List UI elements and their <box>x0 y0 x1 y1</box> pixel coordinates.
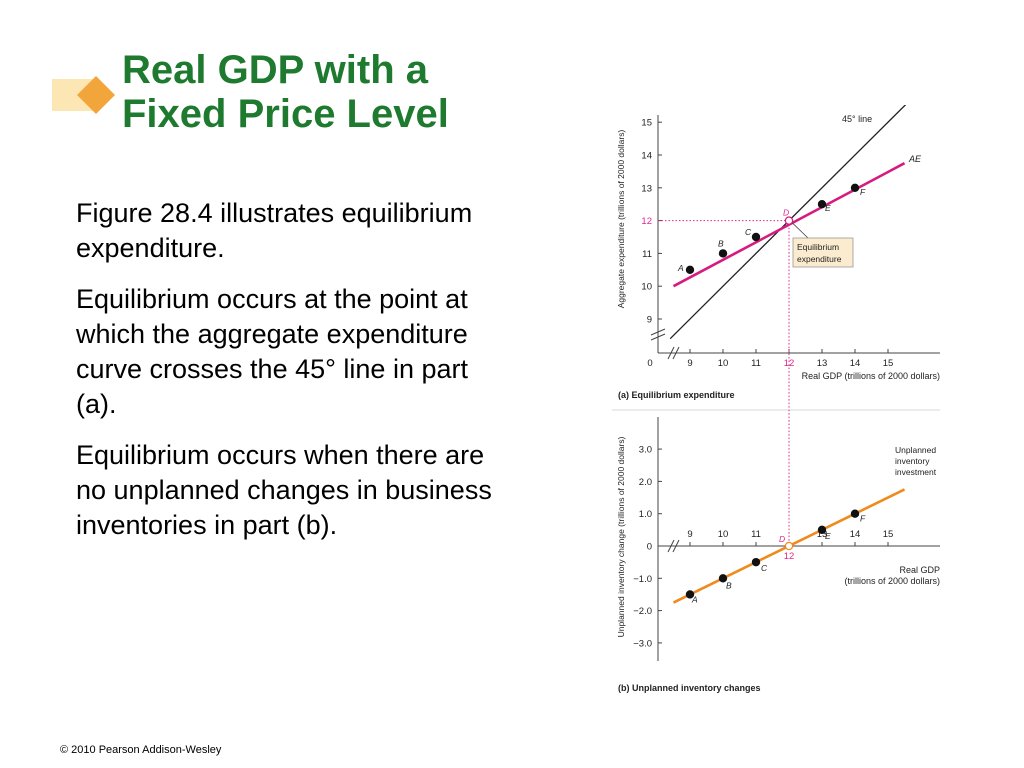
b-x-axis-break <box>667 539 680 553</box>
a-point-label-f: F <box>860 187 866 197</box>
a-x-tick-label: 11 <box>751 358 761 369</box>
b-y-tick-label: 0 <box>647 542 652 553</box>
paragraph-3: Equilibrium occurs when there are no unp… <box>76 440 492 540</box>
b-x-axis-title-line-1: Real GDP <box>899 565 940 575</box>
a-x-axis-title: Real GDP (trillions of 2000 dollars) <box>802 371 940 381</box>
b-x-tick-label: 14 <box>850 529 861 540</box>
b-point-label-c: C <box>761 563 768 573</box>
b-x-tick-label: 10 <box>718 529 729 540</box>
b-y-tick-label: −2.0 <box>633 606 652 617</box>
a-y-tick-label: 15 <box>641 118 652 129</box>
a-y-tick-label: 9 <box>647 315 652 326</box>
b-y-tick-label: −3.0 <box>633 638 652 649</box>
decorative-diamond <box>52 76 115 114</box>
a-point-b <box>718 249 728 258</box>
a-point-d <box>784 216 794 225</box>
line-45-label: 45° line <box>842 114 872 124</box>
a-equilibrium-y-label: 12 <box>641 216 652 227</box>
callout-leader <box>791 222 809 239</box>
paragraph-1: Figure 28.4 illustrates equilibrium expe… <box>76 198 473 263</box>
b-x-tick-label: 11 <box>751 529 761 540</box>
line-45-degree <box>669 105 907 340</box>
copyright-footer: © 2010 Pearson Addison-Wesley <box>60 744 222 756</box>
a-x-tick-label: 13 <box>817 358 828 369</box>
slide-title: Real GDP with a Fixed Price Level <box>122 48 449 136</box>
b-point-f <box>850 509 860 518</box>
a-point-a <box>685 265 695 274</box>
a-point-label-c: C <box>745 227 752 237</box>
a-point-label-d: D <box>783 208 789 218</box>
b-point-label-e: E <box>825 531 831 541</box>
a-y-tick-label: 13 <box>641 183 652 194</box>
a-x-tick-label: 10 <box>718 358 729 369</box>
callout-text-line-2: expenditure <box>797 254 842 264</box>
b-x-tick-label: 13 <box>817 529 828 540</box>
b-y-tick-label: 1.0 <box>639 509 652 520</box>
figure-28-4: 9 10 11 13 14 15 9 10 11 12 13 14 15 0 Real GDP (trill… <box>610 105 950 705</box>
b-point-b <box>718 574 728 583</box>
b-y-tick-label: 3.0 <box>639 445 652 456</box>
a-x-tick-label: 15 <box>883 358 894 369</box>
b-point-label-f: F <box>860 514 866 524</box>
a-x-tick-label: 14 <box>850 358 861 369</box>
a-point-label-b: B <box>718 238 724 248</box>
b-point-label-a: A <box>691 594 698 604</box>
figure-svg: 9 10 11 13 14 15 9 10 11 12 13 14 15 0 Real GDP (trill… <box>612 105 940 693</box>
a-y-axis-break <box>650 328 666 341</box>
a-x-tick-label: 12 <box>784 358 795 369</box>
callout-box <box>792 237 854 268</box>
b-x-tick-label: 12 <box>784 551 795 562</box>
b-point-e <box>817 525 827 535</box>
b-x-tick-label: 15 <box>883 529 894 540</box>
b-point-d <box>784 541 794 551</box>
b-point-a <box>685 590 695 599</box>
callout-text-line-1: Equilibrium <box>797 242 839 252</box>
b-y-axis-title: Unplanned inventory change (trillions of… <box>616 436 626 637</box>
title-line-2: Fixed Price Level <box>122 92 449 136</box>
b-point-c <box>751 557 761 567</box>
a-x-axis-break <box>667 346 680 360</box>
a-point-c <box>751 232 761 242</box>
a-x-tick-label: 9 <box>687 358 692 369</box>
b-point-label-d: D <box>779 534 785 544</box>
a-y-tick-label: 10 <box>641 282 652 293</box>
a-y-tick-label: 11 <box>642 249 652 260</box>
a-point-f <box>850 183 860 193</box>
inventory-line-label-1: Unplanned <box>895 445 936 455</box>
a-point-label-a: A <box>677 263 684 273</box>
inventory-line-label-2: inventory <box>895 456 930 466</box>
b-y-tick-label: −1.0 <box>633 574 652 585</box>
title-line-1: Real GDP with a <box>122 48 429 92</box>
a-point-label-e: E <box>825 203 831 213</box>
ae-line-label: AE <box>908 154 922 164</box>
b-x-axis-title-line-2: (trillions of 2000 dollars) <box>844 576 940 586</box>
a-point-e <box>817 199 827 209</box>
body-text: Figure 28.4 illustrates equilibrium expe… <box>76 196 496 559</box>
inventory-line-label-3: investment <box>895 467 937 477</box>
b-y-tick-label: 2.0 <box>639 477 652 488</box>
b-x-tick-label: 9 <box>687 529 692 540</box>
a-panel-caption: (a) Equilibrium expenditure <box>618 390 735 400</box>
a-origin-label: 0 <box>647 358 652 369</box>
a-y-axis-title: Aggregate expenditure (trillions of 2000… <box>616 130 626 309</box>
a-y-tick-label: 14 <box>641 151 652 162</box>
paragraph-2: Equilibrium occurs at the point at which… <box>76 284 468 419</box>
b-point-label-b: B <box>726 580 732 590</box>
b-panel-caption: (b) Unplanned inventory changes <box>618 683 761 693</box>
